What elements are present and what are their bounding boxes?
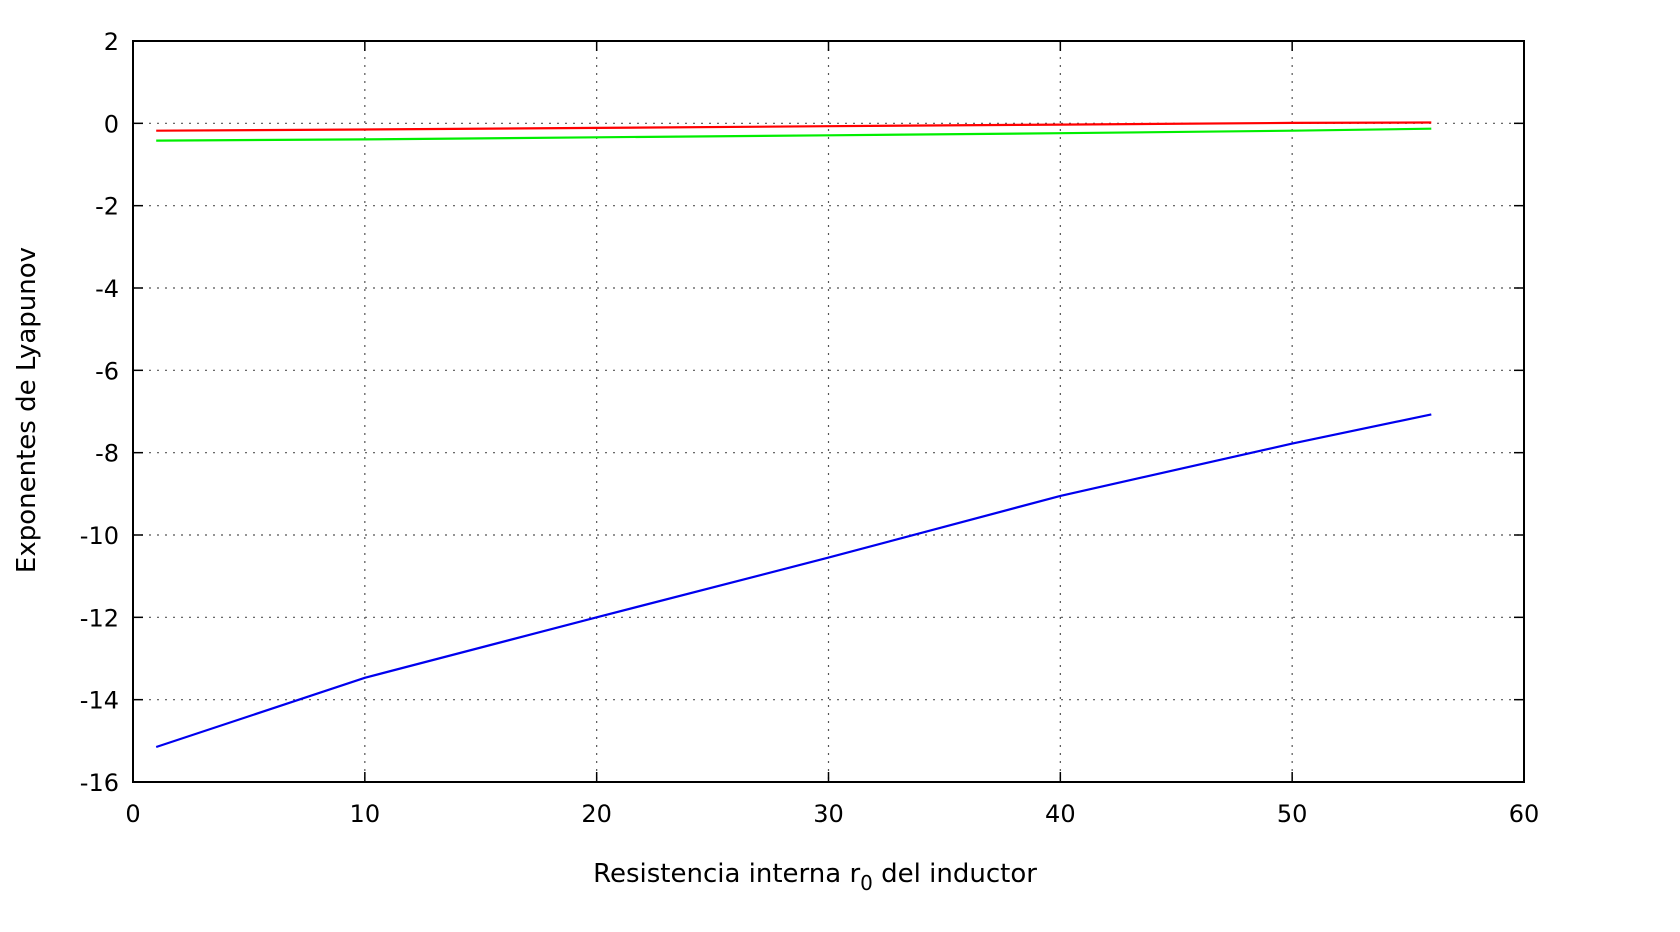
x-tick-label: 40 bbox=[1045, 800, 1076, 828]
axis-ticks bbox=[132, 40, 1525, 783]
y-tick-label: -12 bbox=[80, 604, 119, 632]
x-tick-label: 60 bbox=[1509, 800, 1540, 828]
y-tick-label: -2 bbox=[95, 193, 119, 221]
y-tick-label: -16 bbox=[80, 769, 119, 797]
x-tick-label: 0 bbox=[125, 800, 140, 828]
y-tick-label: -8 bbox=[95, 440, 119, 468]
series-line-1 bbox=[156, 121, 1432, 132]
y-tick-label: -10 bbox=[80, 522, 119, 550]
y-tick-label: 2 bbox=[104, 28, 119, 56]
y-tick-label: -14 bbox=[80, 687, 119, 715]
y-axis-title: Exponentes de Lyapunov bbox=[12, 247, 42, 573]
x-tick-label: 20 bbox=[581, 800, 612, 828]
y-tick-label: 0 bbox=[104, 110, 119, 138]
x-axis-title-subscript: 0 bbox=[860, 871, 873, 895]
series-lines bbox=[155, 121, 1432, 749]
x-tick-label: 50 bbox=[1277, 800, 1308, 828]
x-axis-title: Resistencia interna r0 del inductor bbox=[593, 859, 1037, 895]
y-tick-label: -4 bbox=[95, 275, 119, 303]
grid bbox=[133, 41, 1524, 782]
x-tick-label: 30 bbox=[813, 800, 844, 828]
plot-frame bbox=[132, 40, 1525, 783]
series-line-2 bbox=[156, 127, 1432, 142]
series-line-3 bbox=[155, 413, 1432, 749]
x-tick-label: 10 bbox=[350, 800, 381, 828]
y-tick-label: -6 bbox=[95, 357, 119, 385]
